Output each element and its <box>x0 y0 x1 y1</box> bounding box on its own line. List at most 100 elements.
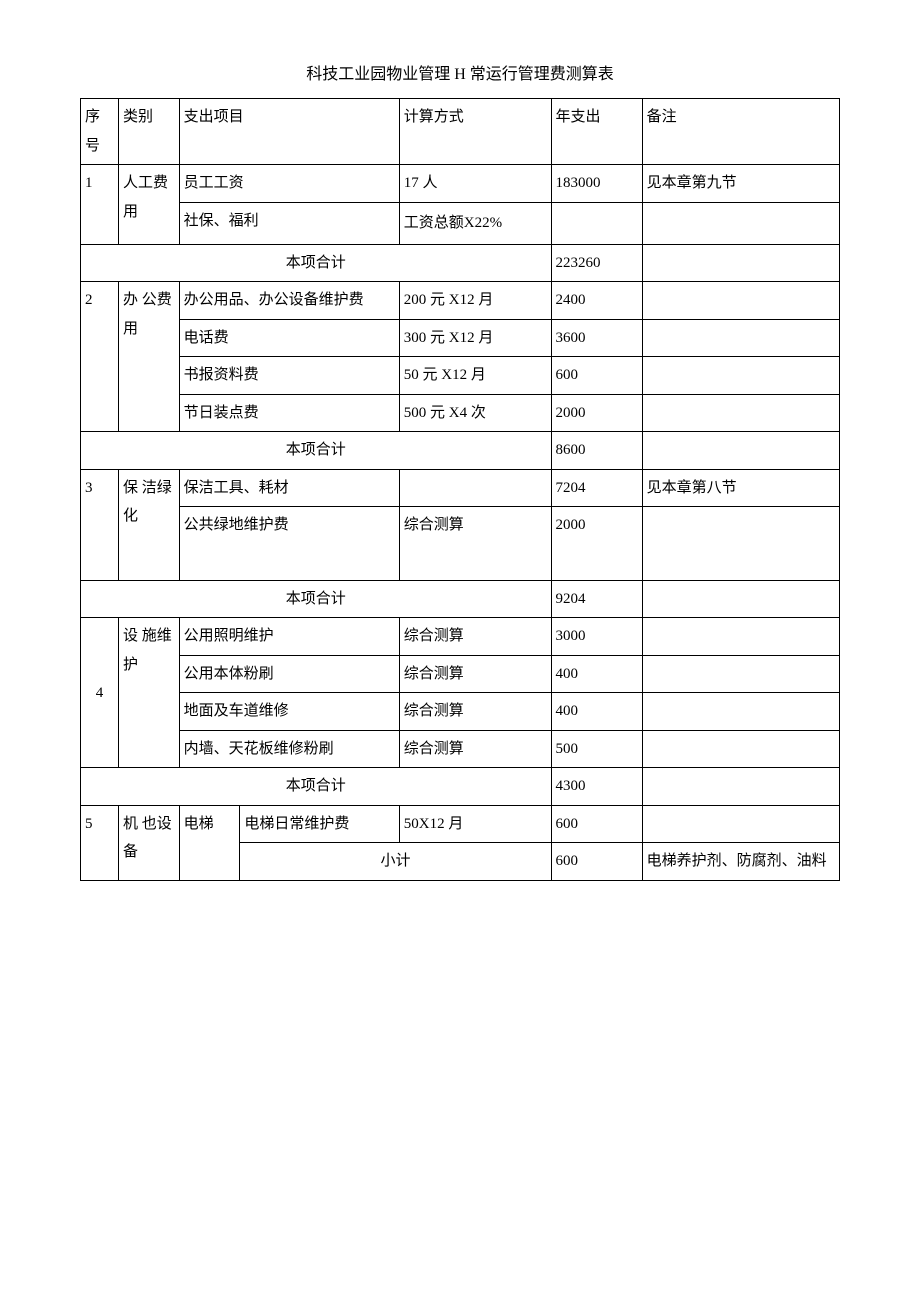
subtotal-row: 本项合计 9204 <box>81 580 840 618</box>
amount-cell: 600 <box>551 805 642 843</box>
calc-cell: 综合测算 <box>399 693 551 731</box>
subtotal-note <box>642 768 839 806</box>
subtotal-row: 本项合计 4300 <box>81 768 840 806</box>
amount-cell: 3000 <box>551 618 642 656</box>
seq-cell: 2 <box>81 282 119 432</box>
table-row: 4 设 施维护 公用照明维护 综合测算 3000 <box>81 618 840 656</box>
budget-table: 序号 类别 支出项目 计算方式 年支出 备注 1 人工费用 员工工资 17 人 … <box>80 98 840 881</box>
amount-cell: 7204 <box>551 469 642 507</box>
calc-cell: 50X12 月 <box>399 805 551 843</box>
subtotal-note <box>642 580 839 618</box>
item-cell: 保洁工具、耗材 <box>179 469 399 507</box>
amount-cell: 2000 <box>551 394 642 432</box>
amount-cell: 600 <box>551 357 642 395</box>
table-row: 书报资料费 50 元 X12 月 600 <box>81 357 840 395</box>
amount-cell: 400 <box>551 693 642 731</box>
table-row: 地面及车道维修 综合测算 400 <box>81 693 840 731</box>
subtotal-amount: 4300 <box>551 768 642 806</box>
item-cell: 社保、福利 <box>179 202 399 244</box>
calc-cell: 300 元 X12 月 <box>399 319 551 357</box>
item-cell: 公用本体粉刷 <box>179 655 399 693</box>
table-row: 1 人工费用 员工工资 17 人 183000 见本章第九节 <box>81 165 840 203</box>
item-cell: 办公用品、办公设备维护费 <box>179 282 399 320</box>
header-amount: 年支出 <box>551 99 642 165</box>
item-cell: 电梯日常维护费 <box>240 805 399 843</box>
item-cell: 电话费 <box>179 319 399 357</box>
table-row: 公用本体粉刷 综合测算 400 <box>81 655 840 693</box>
amount-cell: 500 <box>551 730 642 768</box>
header-item: 支出项目 <box>179 99 399 165</box>
calc-cell: 500 元 X4 次 <box>399 394 551 432</box>
subtotal-label: 本项合计 <box>81 244 552 282</box>
amount-cell <box>551 202 642 244</box>
calc-cell: 综合测算 <box>399 507 551 581</box>
subtotal-label: 本项合计 <box>81 580 552 618</box>
amount-cell: 400 <box>551 655 642 693</box>
item-cell: 公用照明维护 <box>179 618 399 656</box>
note-cell <box>642 394 839 432</box>
table-row: 公共绿地维护费 综合测算 2000 <box>81 507 840 581</box>
note-cell <box>642 693 839 731</box>
table-row: 2 办 公费用 办公用品、办公设备维护费 200 元 X12 月 2400 <box>81 282 840 320</box>
category-cell: 机 也设备 <box>118 805 179 880</box>
calc-cell: 综合测算 <box>399 618 551 656</box>
table-row: 电话费 300 元 X12 月 3600 <box>81 319 840 357</box>
note-cell <box>642 655 839 693</box>
seq-cell: 5 <box>81 805 119 880</box>
table-row: 3 保 洁绿化 保洁工具、耗材 7204 见本章第八节 <box>81 469 840 507</box>
note-cell <box>642 730 839 768</box>
table-header-row: 序号 类别 支出项目 计算方式 年支出 备注 <box>81 99 840 165</box>
table-row: 节日装点费 500 元 X4 次 2000 <box>81 394 840 432</box>
note-cell <box>642 202 839 244</box>
item-cell: 公共绿地维护费 <box>179 507 399 581</box>
note-cell: 见本章第八节 <box>642 469 839 507</box>
subtotal-label: 本项合计 <box>81 768 552 806</box>
calc-cell: 17 人 <box>399 165 551 203</box>
calc-cell: 综合测算 <box>399 730 551 768</box>
seq-cell: 4 <box>81 618 119 768</box>
small-subtotal-amount: 600 <box>551 843 642 881</box>
amount-cell: 183000 <box>551 165 642 203</box>
category-cell: 办 公费用 <box>118 282 179 432</box>
calc-cell: 200 元 X12 月 <box>399 282 551 320</box>
subcategory-cell: 电梯 <box>179 805 240 880</box>
category-cell: 保 洁绿化 <box>118 469 179 580</box>
note-cell <box>642 282 839 320</box>
subtotal-note <box>642 244 839 282</box>
header-note: 备注 <box>642 99 839 165</box>
calc-cell <box>399 469 551 507</box>
subtotal-row: 本项合计 223260 <box>81 244 840 282</box>
header-calc: 计算方式 <box>399 99 551 165</box>
calc-cell: 综合测算 <box>399 655 551 693</box>
header-category: 类别 <box>118 99 179 165</box>
subtotal-row: 本项合计 8600 <box>81 432 840 470</box>
table-row: 内墙、天花板维修粉刷 综合测算 500 <box>81 730 840 768</box>
subtotal-note <box>642 432 839 470</box>
amount-cell: 3600 <box>551 319 642 357</box>
note-cell <box>642 507 839 581</box>
small-subtotal-label: 小计 <box>240 843 551 881</box>
note-cell: 见本章第九节 <box>642 165 839 203</box>
item-cell: 内墙、天花板维修粉刷 <box>179 730 399 768</box>
calc-cell: 工资总额X22% <box>399 202 551 244</box>
item-cell: 节日装点费 <box>179 394 399 432</box>
seq-cell: 3 <box>81 469 119 580</box>
subtotal-amount: 8600 <box>551 432 642 470</box>
note-cell <box>642 357 839 395</box>
note-cell <box>642 319 839 357</box>
subtotal-label: 本项合计 <box>81 432 552 470</box>
calc-cell: 50 元 X12 月 <box>399 357 551 395</box>
page-title: 科技工业园物业管理 H 常运行管理费测算表 <box>80 60 840 90</box>
category-cell: 设 施维护 <box>118 618 179 768</box>
item-cell: 书报资料费 <box>179 357 399 395</box>
subtotal-amount: 9204 <box>551 580 642 618</box>
amount-cell: 2000 <box>551 507 642 581</box>
item-cell: 地面及车道维修 <box>179 693 399 731</box>
table-row: 社保、福利 工资总额X22% <box>81 202 840 244</box>
seq-cell: 1 <box>81 165 119 245</box>
header-seq: 序号 <box>81 99 119 165</box>
subtotal-amount: 223260 <box>551 244 642 282</box>
note-cell <box>642 618 839 656</box>
small-subtotal-note: 电梯养护剂、防腐剂、油料 <box>642 843 839 881</box>
item-cell: 员工工资 <box>179 165 399 203</box>
